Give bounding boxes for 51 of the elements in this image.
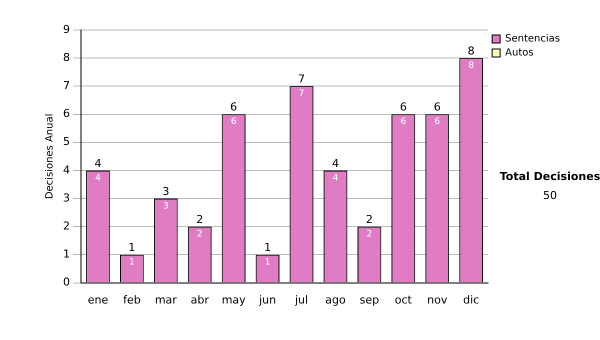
x-tick-label: oct — [394, 293, 413, 306]
y-tick-label: 7 — [63, 79, 70, 92]
x-tick-label: sep — [360, 293, 380, 306]
x-tick-label: ago — [325, 293, 346, 306]
data-label: 8 — [468, 60, 474, 71]
x-tick-label: jul — [294, 293, 308, 306]
total-label: 6 — [230, 100, 238, 114]
data-label: 7 — [298, 89, 304, 100]
y-tick-label: 0 — [63, 276, 70, 289]
y-tick-label: 4 — [63, 163, 70, 176]
data-label: 2 — [196, 229, 203, 240]
data-label: 6 — [434, 117, 440, 128]
y-axis-title: Decisiones Anual — [44, 114, 56, 200]
data-label: 6 — [400, 117, 406, 128]
y-tick-label: 2 — [63, 219, 70, 232]
y-tick-label: 9 — [63, 22, 70, 36]
x-tick-label: abr — [190, 293, 210, 306]
y-tick-label: 5 — [63, 135, 70, 148]
text: Total Decisiones — [500, 170, 600, 183]
y-tick-label: 3 — [63, 191, 70, 204]
total-label: 2 — [196, 212, 204, 226]
data-label: 3 — [162, 201, 169, 212]
x-tick-label: mar — [154, 293, 178, 306]
total-label: 4 — [332, 156, 339, 170]
y-tick-label: 1 — [63, 248, 70, 261]
total-label: 2 — [366, 212, 373, 226]
total-label: 6 — [434, 100, 441, 114]
x-tick-label: jun — [258, 293, 276, 306]
x-tick-label: may — [222, 293, 246, 306]
text: 50 — [543, 188, 557, 202]
total-label: 4 — [94, 156, 102, 170]
data-label: 6 — [230, 117, 237, 128]
x-tick-label: ene — [88, 293, 108, 306]
legend-label: Sentencias — [505, 34, 560, 45]
total-label: 3 — [162, 184, 170, 198]
total-label: 1 — [128, 241, 136, 254]
total-label: 8 — [468, 44, 475, 58]
data-label: 4 — [332, 173, 339, 184]
x-tick-label: feb — [123, 293, 141, 306]
total-label: 7 — [298, 72, 306, 86]
data-label: 2 — [366, 229, 372, 240]
data-label: 1 — [264, 258, 270, 268]
total-label: 6 — [400, 100, 407, 114]
data-label: 1 — [129, 258, 135, 268]
x-tick-label: dic — [463, 293, 480, 306]
legend-label: Autos — [505, 48, 534, 59]
y-tick-label: 8 — [63, 50, 70, 64]
y-tick-label: 6 — [63, 107, 70, 120]
x-tick-label: nov — [427, 293, 448, 306]
total-label: 1 — [264, 241, 272, 254]
data-label: 4 — [95, 173, 102, 184]
